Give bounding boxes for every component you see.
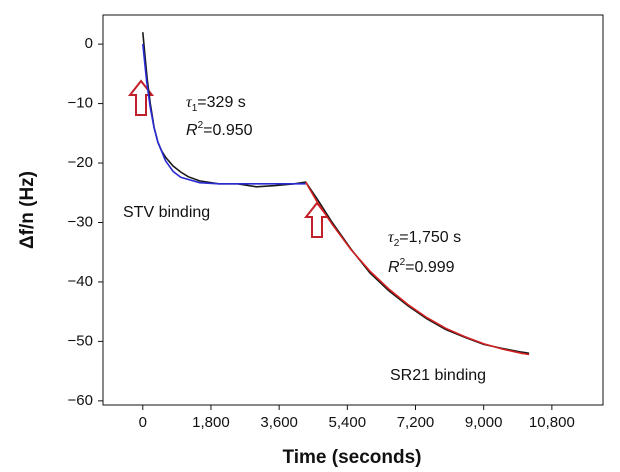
plot-frame (102, 14, 604, 406)
y-tick-label: −10 (68, 95, 93, 112)
annotation-part: 2 (400, 257, 406, 268)
annotation: τ2=1,750 s (388, 229, 461, 249)
annotation: R2=0.999 (388, 257, 455, 277)
annotation-part: 1 (192, 103, 198, 114)
x-tick-label: 1,800 (192, 414, 230, 431)
annotation-part: =329 s (197, 94, 245, 111)
annotation-part: R (388, 259, 400, 276)
x-tick-label: 0 (139, 414, 147, 431)
annotation-part: =0.999 (405, 259, 454, 276)
annotation-part: 2 (198, 120, 204, 131)
line-series (305, 181, 530, 356)
annotation-part: R (186, 122, 198, 139)
annotation-part: τ (388, 229, 395, 246)
x-tick-label: 10,800 (529, 414, 575, 431)
arrow (127, 79, 155, 116)
annotation: τ1=329 s (186, 94, 246, 114)
arrow (303, 201, 331, 238)
x-tick-label: 9,000 (465, 414, 503, 431)
annotation-part: =1,750 s (399, 229, 461, 246)
x-axis-label: Time (seconds) (282, 447, 421, 468)
x-tick-label: 7,200 (397, 414, 435, 431)
y-tick-label: −40 (68, 273, 93, 290)
y-axis-label: Δf/n (Hz) (17, 171, 38, 249)
x-tick-label: 3,600 (260, 414, 298, 431)
annotation: R2=0.950 (186, 120, 253, 140)
y-tick-label: −60 (68, 392, 93, 409)
x-tick-label: 5,400 (329, 414, 367, 431)
line-series (142, 32, 530, 355)
line-series (142, 44, 306, 185)
y-tick-label: −30 (68, 213, 93, 230)
annotation: STV binding (123, 204, 210, 221)
y-tick-label: 0 (85, 35, 93, 52)
annotation: SR21 binding (390, 367, 486, 384)
annotation-part: SR21 binding (390, 367, 486, 384)
annotation-part: =0.950 (203, 122, 252, 139)
annotation-part: 2 (394, 238, 400, 249)
annotation-part: STV binding (123, 204, 210, 221)
y-tick-label: −20 (68, 154, 93, 171)
y-tick-label: −50 (68, 332, 93, 349)
annotation-part: τ (186, 94, 193, 111)
